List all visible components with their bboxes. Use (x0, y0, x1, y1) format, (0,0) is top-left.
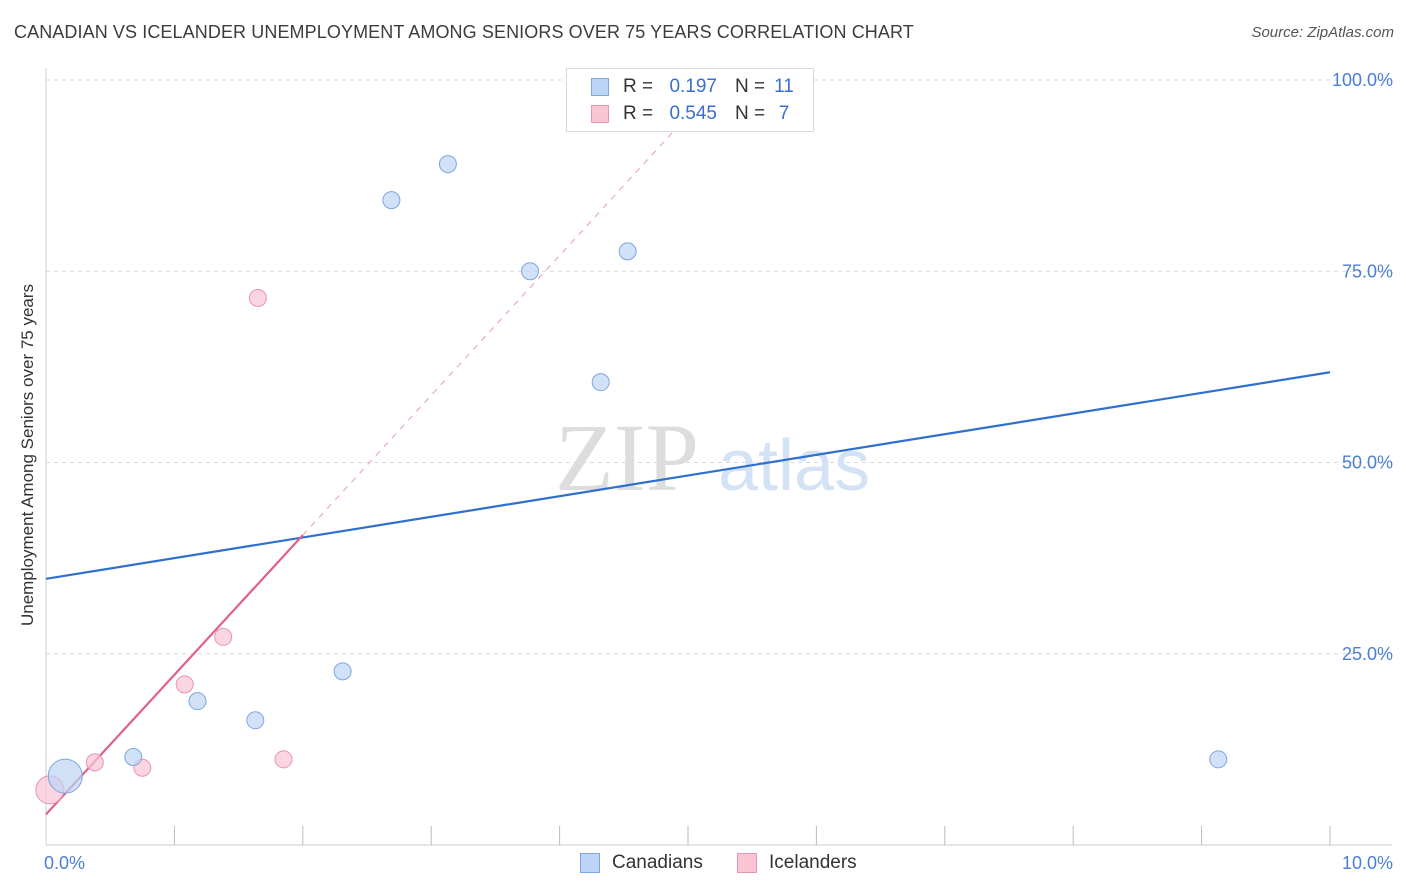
r-label: R = (623, 103, 654, 124)
canadians-swatch (591, 78, 609, 96)
canadians-point (124, 748, 143, 767)
watermark: ZIP atlas (555, 404, 870, 511)
canadians-point (382, 191, 401, 210)
canadians-point (333, 662, 352, 681)
r-value: 0.545 (669, 103, 717, 124)
r-label: R = (623, 76, 654, 97)
icelanders-point (214, 627, 233, 646)
canadians-point (246, 711, 265, 730)
icelanders-point (274, 750, 293, 769)
canadians-trend-line (45, 371, 1331, 580)
x-tick-label: 0.0% (44, 853, 85, 873)
legend-row-canadians: R = 0.197 N = 11 (591, 75, 799, 99)
r-value: 0.197 (669, 76, 717, 97)
source-label[interactable]: Source: ZipAtlas.com (1251, 24, 1394, 41)
icelanders-legend-swatch (737, 853, 757, 873)
chart-title: CANADIAN VS ICELANDER UNEMPLOYMENT AMONG… (14, 22, 914, 42)
canadians-point (618, 242, 637, 261)
canadians-point (438, 155, 457, 174)
n-label: N = (735, 76, 766, 97)
icelanders-point (175, 675, 194, 694)
canadians-point (521, 262, 540, 281)
axes (45, 68, 1392, 846)
canadians-point (1209, 750, 1228, 769)
legend-item-canadians[interactable]: Canadians (580, 852, 703, 874)
icelanders-point (85, 753, 104, 772)
canadians-point (188, 692, 207, 711)
tick-labels: 25.0% 50.0% 75.0% 100.0% 0.0% 10.0% (44, 70, 1393, 873)
legend-item-icelanders[interactable]: Icelanders (737, 852, 857, 874)
n-label: N = (735, 103, 766, 124)
icelanders-trend-line (45, 534, 304, 816)
canadians-legend-swatch (580, 853, 600, 873)
n-value: 11 (774, 76, 794, 97)
n-value: 7 (778, 103, 790, 124)
canadians-point (591, 373, 610, 392)
y-axis-label: Unemployment Among Seniors over 75 years (18, 283, 37, 627)
series-legend: Canadians Icelanders (0, 852, 1406, 878)
icelanders-point (248, 289, 267, 308)
canadians-legend-label: Canadians (612, 852, 703, 873)
icelanders-trend-extension (302, 87, 715, 536)
icelanders-swatch (591, 105, 609, 123)
correlation-legend: R = 0.197 N = 11 R = 0.545 N = 7 (566, 68, 814, 132)
y-tick-label: 75.0% (1342, 261, 1393, 281)
legend-row-icelanders: R = 0.545 N = 7 (591, 102, 799, 126)
data-points (35, 155, 1228, 805)
grid-lines (46, 79, 1392, 655)
y-tick-label: 25.0% (1342, 644, 1393, 664)
x-tick-label: 10.0% (1342, 853, 1393, 873)
canadians-point (47, 758, 83, 794)
watermark-zip: ZIP (555, 404, 699, 511)
y-tick-label: 50.0% (1342, 453, 1393, 473)
icelanders-legend-label: Icelanders (769, 852, 857, 873)
y-tick-label: 100.0% (1332, 70, 1393, 90)
